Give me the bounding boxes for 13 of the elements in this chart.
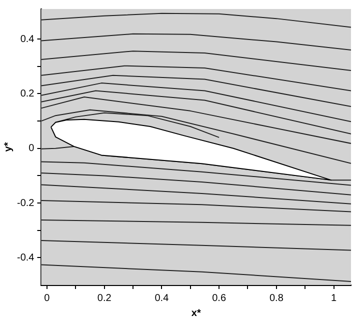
x-tick-label: 1 — [331, 292, 338, 304]
y-tick-label: -0.2 — [16, 198, 35, 209]
x-tick-label: 0.2 — [97, 292, 112, 304]
y-axis-title: y* — [2, 142, 14, 152]
x-tick-label: 0.6 — [212, 292, 226, 304]
y-tick-label: -0.4 — [16, 252, 35, 264]
y-tick-label: 0.2 — [20, 88, 35, 100]
y-tick-label: 0 — [28, 143, 35, 154]
x-tick-label: 0.4 — [154, 292, 170, 304]
x-tick-label: 0 — [44, 292, 50, 304]
x-axis-title: x* — [191, 308, 201, 319]
y-tick-label: 0.4 — [20, 34, 35, 45]
x-tick-label: 0.8 — [269, 292, 284, 304]
